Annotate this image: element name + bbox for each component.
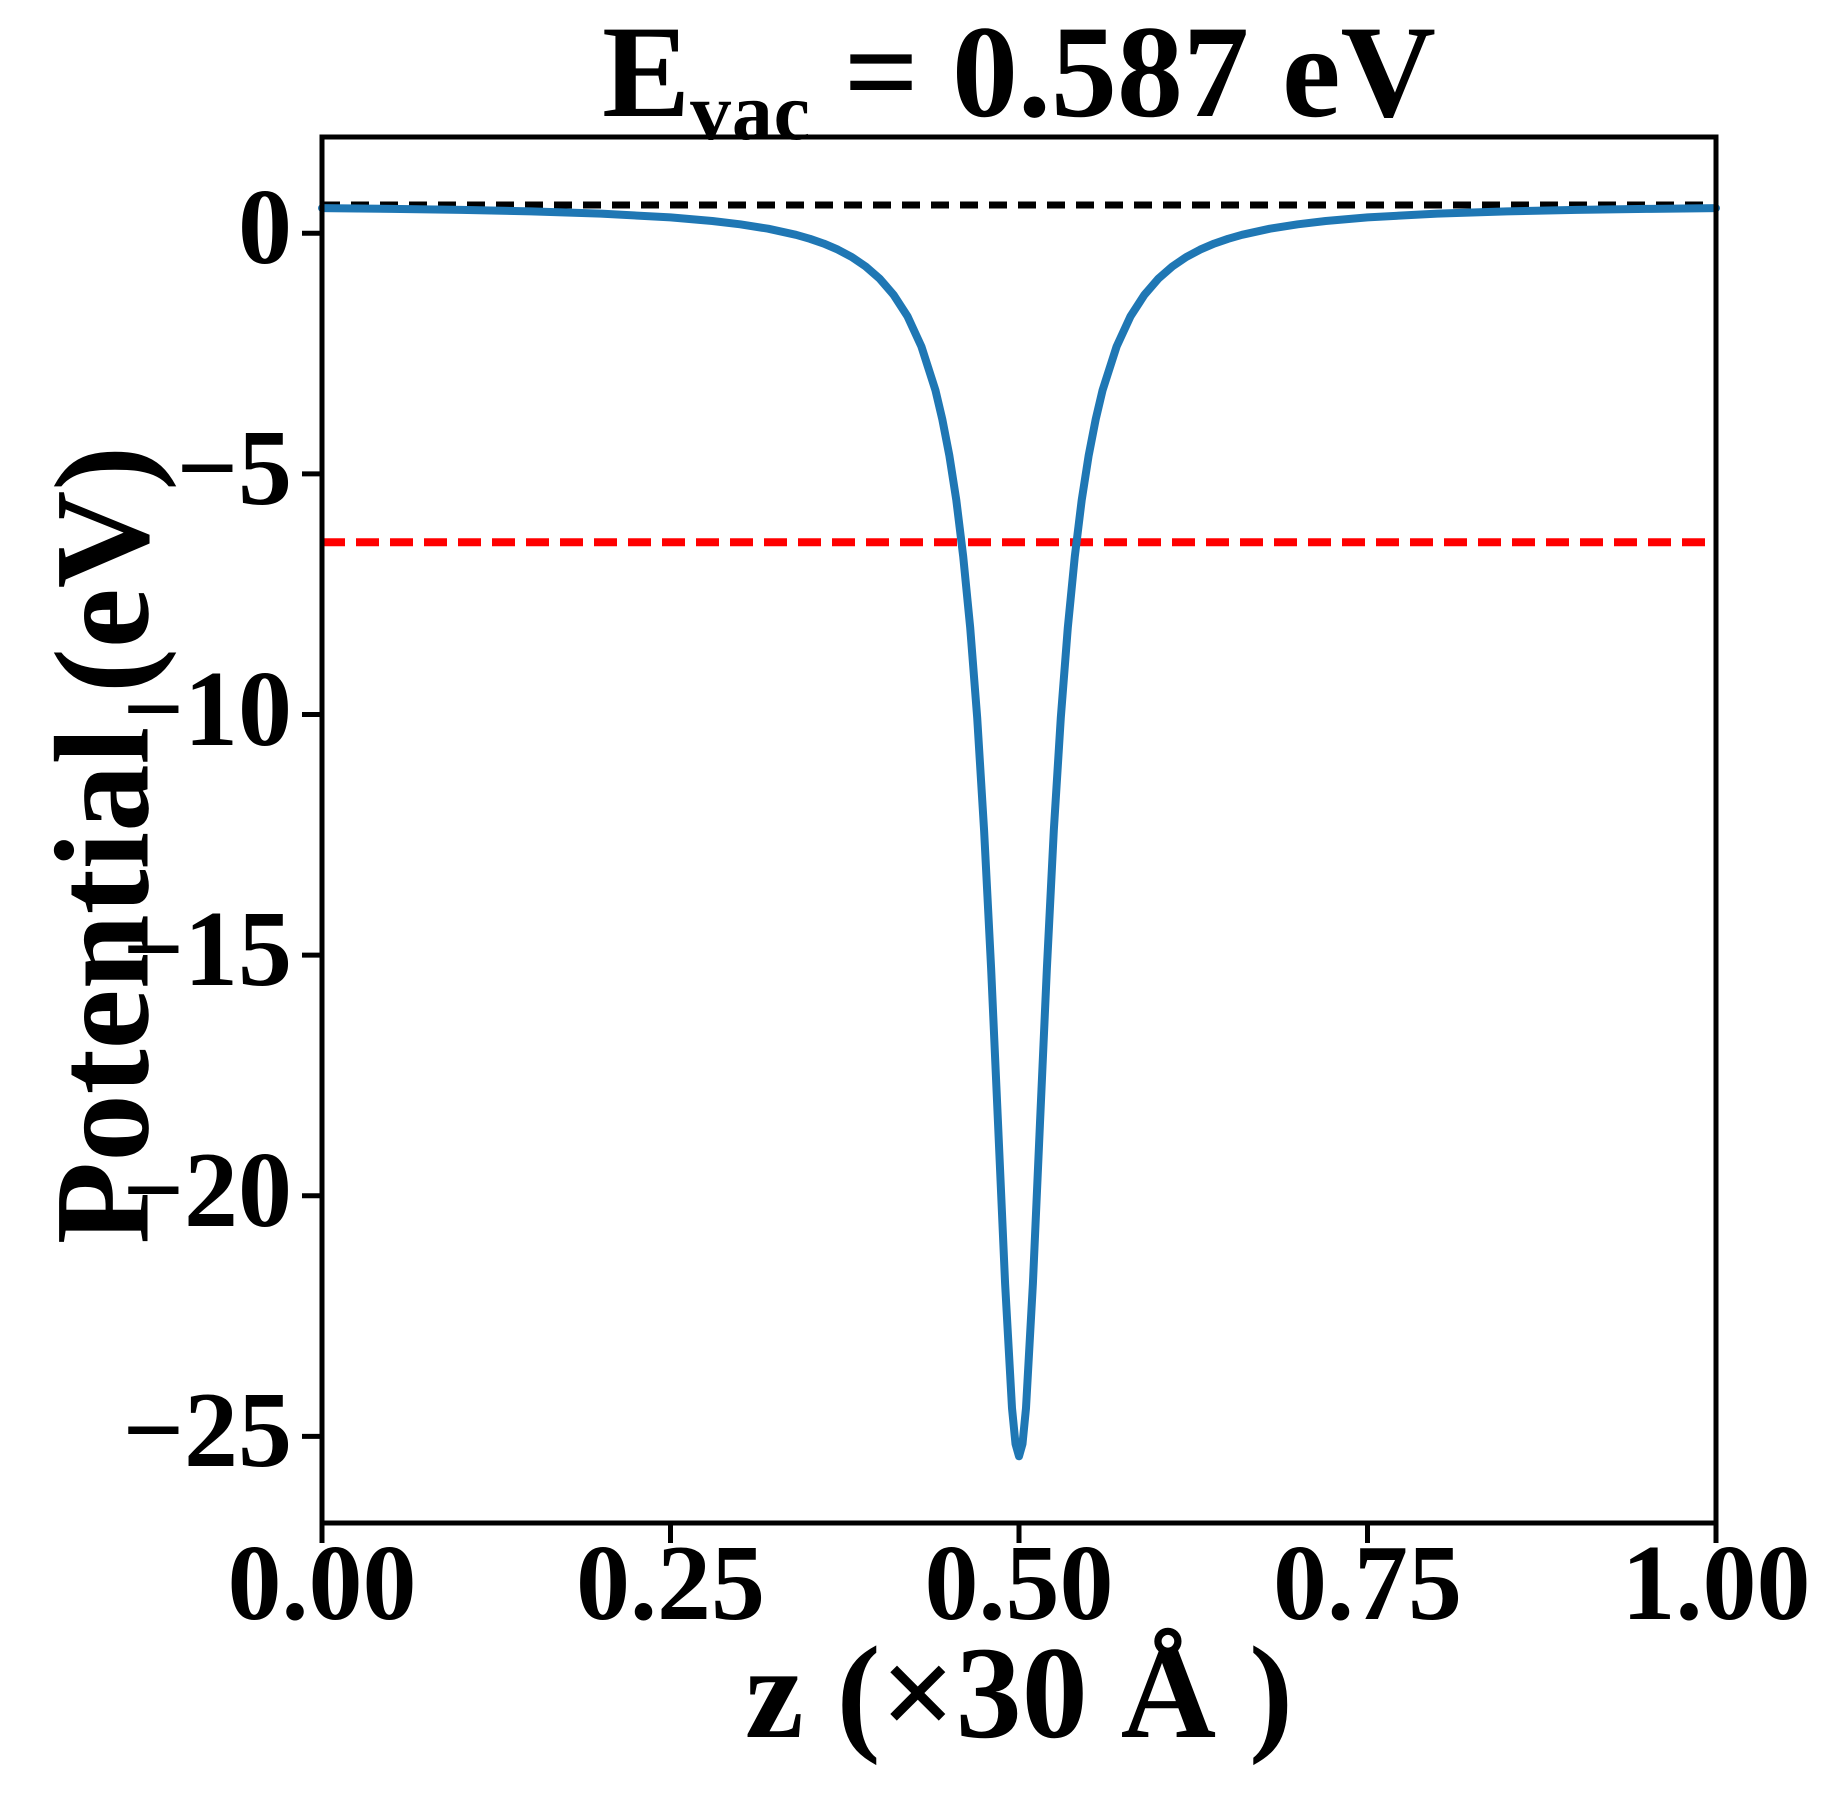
- x-axis-label: z (×30 Å ): [744, 1619, 1294, 1766]
- title-value: = 0.587 eV: [810, 0, 1436, 145]
- x-tick-label: 1.00: [1621, 1524, 1811, 1643]
- axes-frame: [319, 134, 1719, 1526]
- y-tick-label: −20: [122, 1130, 292, 1250]
- y-axis-label: Potential (eV): [28, 445, 178, 1245]
- y-tick-label: −10: [122, 649, 292, 769]
- x-tick-label: 0.50: [924, 1524, 1114, 1643]
- y-tick-label: −15: [122, 890, 292, 1010]
- y-tick-label: −25: [122, 1371, 292, 1491]
- title-subscript: vac: [690, 65, 811, 157]
- y-tick-label: −5: [176, 408, 292, 528]
- plot-title: Evac = 0.587 eV: [322, 6, 1716, 153]
- title-symbol: E: [602, 0, 691, 145]
- x-tick-label: 0.00: [227, 1524, 417, 1643]
- x-tick-label: 0.75: [1273, 1524, 1462, 1643]
- planar-averaged-potential-curve: [318, 204, 1720, 1461]
- y-tick-label: 0: [238, 168, 292, 288]
- x-tick-label: 0.25: [576, 1524, 765, 1643]
